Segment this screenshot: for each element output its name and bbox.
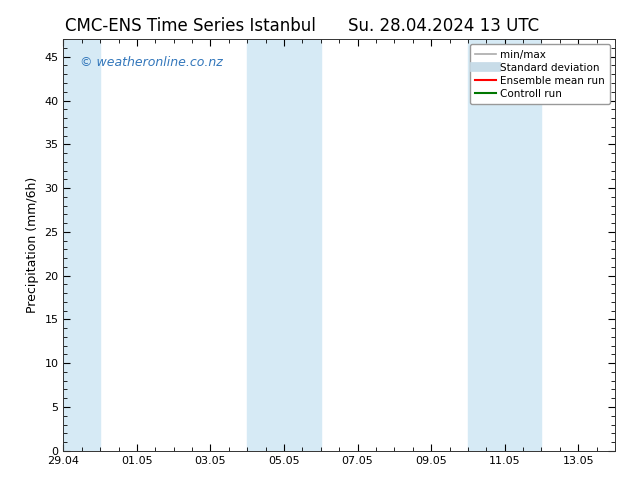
Text: CMC-ENS Time Series Istanbul: CMC-ENS Time Series Istanbul bbox=[65, 17, 316, 35]
Bar bbox=[284, 39, 321, 451]
Bar bbox=[247, 39, 284, 451]
Text: © weatheronline.co.nz: © weatheronline.co.nz bbox=[80, 56, 223, 69]
Bar bbox=[53, 39, 100, 451]
Y-axis label: Precipitation (mm/6h): Precipitation (mm/6h) bbox=[26, 177, 39, 313]
Text: Su. 28.04.2024 13 UTC: Su. 28.04.2024 13 UTC bbox=[348, 17, 540, 35]
Bar bbox=[468, 39, 505, 451]
Bar bbox=[505, 39, 541, 451]
Legend: min/max, Standard deviation, Ensemble mean run, Controll run: min/max, Standard deviation, Ensemble me… bbox=[470, 45, 610, 104]
